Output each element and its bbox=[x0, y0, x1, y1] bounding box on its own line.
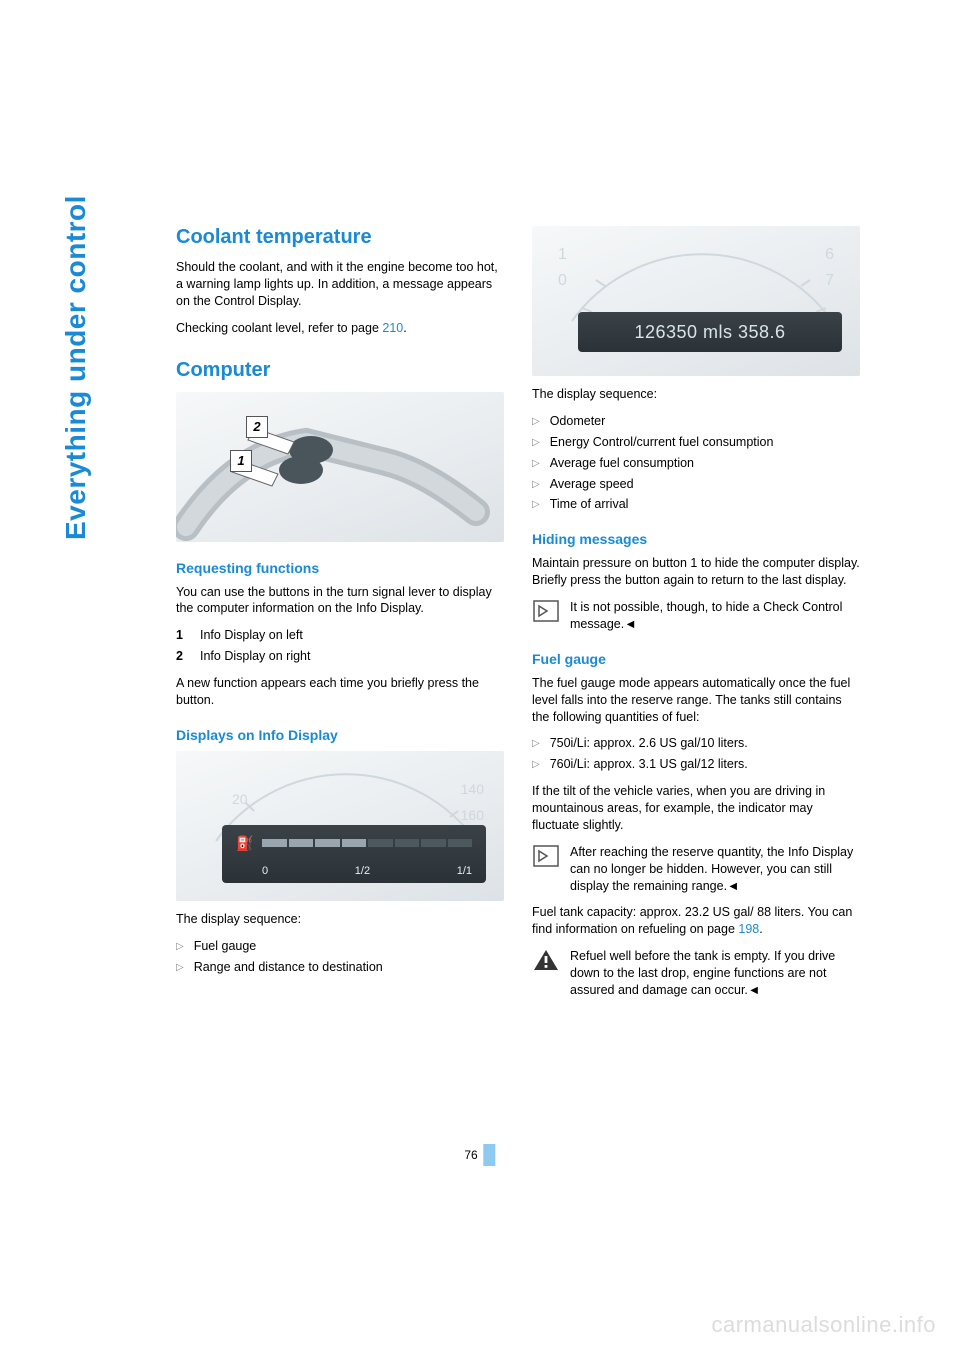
note-text: It is not possible, though, to hide a Ch… bbox=[570, 599, 860, 633]
content-area: Coolant temperature Should the coolant, … bbox=[176, 226, 860, 1009]
fuel-scale: 0 1/2 1/1 bbox=[262, 865, 472, 877]
numbered-list: 1 Info Display on left 2 Info Display on… bbox=[176, 627, 504, 665]
callout-badge-2: 2 bbox=[246, 416, 268, 438]
callout-badge-1: 1 bbox=[230, 450, 252, 472]
triangle-bullet-icon: ▷ bbox=[176, 961, 184, 976]
list-text: 760i/Li: approx. 3.1 US gal/12 liters. bbox=[550, 756, 748, 773]
list-item: 1 Info Display on left bbox=[176, 627, 504, 644]
triangle-bullet-icon: ▷ bbox=[532, 457, 540, 472]
note-icon bbox=[532, 599, 560, 623]
list-item: ▷ Fuel gauge bbox=[176, 938, 504, 955]
paragraph: You can use the buttons in the turn sign… bbox=[176, 584, 504, 618]
page-ref-link[interactable]: 198 bbox=[738, 922, 759, 936]
triangle-bullet-icon: ▷ bbox=[176, 940, 184, 955]
heading-coolant-temperature: Coolant temperature bbox=[176, 226, 504, 249]
list-item: ▷ Odometer bbox=[532, 413, 860, 430]
watermark: carmanualsonline.info bbox=[711, 1312, 936, 1338]
bullet-list: ▷750i/Li: approx. 2.6 US gal/10 liters. … bbox=[532, 735, 860, 773]
list-text: Time of arrival bbox=[550, 496, 629, 513]
fuel-pump-icon: ⛽ bbox=[236, 835, 253, 852]
list-text: Average speed bbox=[550, 476, 634, 493]
page: Everything under control Coolant tempera… bbox=[0, 0, 960, 1358]
list-number: 2 bbox=[176, 648, 188, 665]
note-box: After reaching the reserve quantity, the… bbox=[532, 844, 860, 895]
warning-icon bbox=[532, 948, 560, 972]
gauge-tick-label: 6 7 bbox=[825, 242, 834, 293]
page-number: 76 bbox=[464, 1144, 495, 1166]
text: Fuel tank capacity: approx. 23.2 US gal/… bbox=[532, 905, 852, 936]
paragraph: Checking coolant level, refer to page 21… bbox=[176, 320, 504, 337]
fuel-level-bars bbox=[262, 839, 472, 851]
section-tab-label: Everything under control bbox=[60, 195, 92, 540]
scale-label: 0 bbox=[262, 865, 268, 877]
gauge-tick-label: 20 bbox=[232, 791, 248, 807]
note-text: After reaching the reserve quantity, the… bbox=[570, 844, 860, 895]
scale-label: 1/1 bbox=[457, 865, 472, 877]
gauge-tick-label: 140 bbox=[461, 781, 484, 797]
warning-text: Refuel well before the tank is empty. If… bbox=[570, 948, 860, 999]
triangle-bullet-icon: ▷ bbox=[532, 436, 540, 451]
list-text: Energy Control/current fuel consumption bbox=[550, 434, 774, 451]
list-text: Info Display on right bbox=[200, 648, 310, 665]
paragraph: Fuel tank capacity: approx. 23.2 US gal/… bbox=[532, 904, 860, 938]
list-text: 750i/Li: approx. 2.6 US gal/10 liters. bbox=[550, 735, 748, 752]
gauge-lcd-panel: 126350 mls 358.6 bbox=[578, 312, 842, 352]
list-text: Fuel gauge bbox=[194, 938, 257, 955]
list-item: ▷ Energy Control/current fuel consumption bbox=[532, 434, 860, 451]
heading-fuel-gauge: Fuel gauge bbox=[532, 651, 860, 667]
heading-requesting-functions: Requesting functions bbox=[176, 560, 504, 576]
gauge-tick-label: 1 0 bbox=[558, 242, 567, 293]
list-item: ▷ Time of arrival bbox=[532, 496, 860, 513]
figure-turn-signal-lever: 2 1 bbox=[176, 392, 504, 542]
triangle-bullet-icon: ▷ bbox=[532, 498, 540, 513]
paragraph: The display sequence: bbox=[532, 386, 860, 403]
heading-computer: Computer bbox=[176, 359, 504, 382]
note-icon bbox=[532, 844, 560, 868]
gauge-tick-label: 160 bbox=[461, 807, 484, 823]
figure-odometer-display: 1 0 6 7 126350 mls 358.6 bbox=[532, 226, 860, 376]
heading-displays-info-display: Displays on Info Display bbox=[176, 727, 504, 743]
paragraph: A new function appears each time you bri… bbox=[176, 675, 504, 709]
list-item: ▷ Average fuel consumption bbox=[532, 455, 860, 472]
heading-hiding-messages: Hiding messages bbox=[532, 531, 860, 547]
note-box: It is not possible, though, to hide a Ch… bbox=[532, 599, 860, 633]
list-item: ▷ Average speed bbox=[532, 476, 860, 493]
list-item: ▷ Range and distance to destination bbox=[176, 959, 504, 976]
figure-fuel-gauge-display: 20 140 160 ⛽ 0 1/2 1/1 bbox=[176, 751, 504, 901]
triangle-bullet-icon: ▷ bbox=[532, 478, 540, 493]
triangle-bullet-icon: ▷ bbox=[532, 737, 540, 752]
left-column: Coolant temperature Should the coolant, … bbox=[176, 226, 504, 1009]
triangle-bullet-icon: ▷ bbox=[532, 415, 540, 430]
paragraph: The fuel gauge mode appears automaticall… bbox=[532, 675, 860, 726]
list-text: Average fuel consumption bbox=[550, 455, 694, 472]
warning-box: Refuel well before the tank is empty. If… bbox=[532, 948, 860, 999]
paragraph: Should the coolant, and with it the engi… bbox=[176, 259, 504, 310]
list-text: Range and distance to destination bbox=[194, 959, 383, 976]
list-text: Odometer bbox=[550, 413, 606, 430]
list-item: ▷ 760i/Li: approx. 3.1 US gal/12 liters. bbox=[532, 756, 860, 773]
list-item: 2 Info Display on right bbox=[176, 648, 504, 665]
text: . bbox=[759, 922, 762, 936]
scale-label: 1/2 bbox=[355, 865, 370, 877]
page-number-value: 76 bbox=[464, 1148, 483, 1162]
list-number: 1 bbox=[176, 627, 188, 644]
text: . bbox=[403, 321, 406, 335]
paragraph: The display sequence: bbox=[176, 911, 504, 928]
right-column: 1 0 6 7 126350 mls 358.6 The display seq… bbox=[532, 226, 860, 1009]
bullet-list: ▷ Odometer ▷ Energy Control/current fuel c… bbox=[532, 413, 860, 513]
paragraph: Maintain pressure on button 1 to hide th… bbox=[532, 555, 860, 589]
list-text: Info Display on left bbox=[200, 627, 303, 644]
page-number-marker bbox=[484, 1144, 496, 1166]
bullet-list: ▷ Fuel gauge ▷ Range and distance to des… bbox=[176, 938, 504, 976]
page-ref-link[interactable]: 210 bbox=[382, 321, 403, 335]
paragraph: If the tilt of the vehicle varies, when … bbox=[532, 783, 860, 834]
gauge-lcd-panel: ⛽ 0 1/2 1/1 bbox=[222, 825, 486, 883]
list-item: ▷ 750i/Li: approx. 2.6 US gal/10 liters. bbox=[532, 735, 860, 752]
triangle-bullet-icon: ▷ bbox=[532, 758, 540, 773]
text: Checking coolant level, refer to page bbox=[176, 321, 382, 335]
